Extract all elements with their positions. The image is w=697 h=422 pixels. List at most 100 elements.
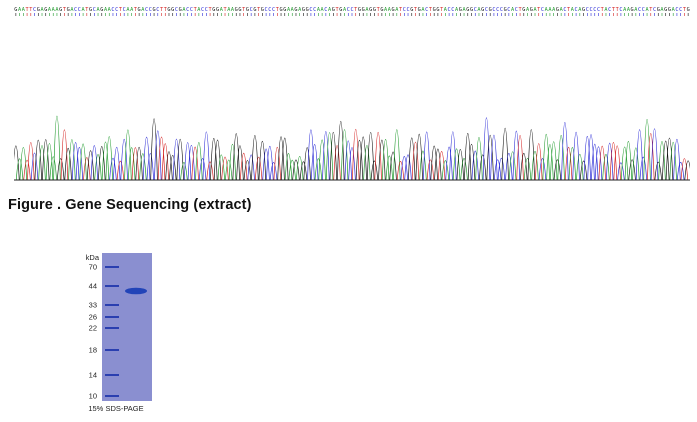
base-call-letter: T [414,7,417,13]
base-call-letter: C [679,7,682,13]
base-call-letter: C [350,7,353,13]
trace-peak [49,156,57,181]
base-call-letter: T [354,7,357,13]
base-call-letter: A [645,7,649,13]
base-call-letter: G [466,7,469,13]
trace-peak [389,151,397,181]
trace-peak [56,158,65,181]
trace-peak [34,140,42,181]
gel-marker-label: 18 [89,346,97,355]
trace-peak [187,144,196,181]
trace-peak [284,153,293,181]
base-call-letter: G [380,7,383,13]
trace-peak [191,146,199,181]
trace-peak [206,161,214,181]
base-call-letter: A [55,7,59,13]
trace-peak [415,133,423,181]
trace-peak [53,115,61,181]
trace-peak [363,145,371,181]
base-call-letter: A [40,7,44,13]
base-call-letter: G [410,7,413,13]
trace-peak [105,136,113,181]
base-call-letter: C [448,7,451,13]
trace-peak [23,159,31,181]
trace-peak [613,145,621,181]
base-call-letter: G [358,7,361,13]
trace-peak [400,156,408,181]
trace-peak [109,157,117,181]
base-call-letter: C [145,7,148,13]
trace-peak [27,142,35,181]
trace-peak [288,159,296,181]
trace-peak [154,130,162,181]
base-call-letter: C [496,7,499,13]
trace-peak [632,147,640,181]
base-call-letter: A [287,7,291,13]
trace-peak [213,139,222,181]
trace-peak [456,148,465,181]
base-call-letter: C [111,7,114,13]
base-call-letter: A [533,7,537,13]
base-call-letter: C [201,7,204,13]
trace-peak [210,138,218,181]
trace-peak [662,140,670,181]
gel-marker-label: 44 [89,282,97,291]
base-call-letter: G [631,7,634,13]
trace-peak [325,132,334,181]
base-call-letter: C [403,7,406,13]
trace-peak [535,143,543,181]
trace-peak [139,153,147,181]
base-call-letter: T [683,7,686,13]
base-call-letter: C [309,7,312,13]
base-call-letter: G [283,7,286,13]
base-call-letter: A [298,7,302,13]
base-call-letter: T [537,7,540,13]
trace-peak [225,159,233,181]
trace-peak [299,161,308,181]
trace-peak [127,147,136,181]
base-call-letter: A [511,7,515,13]
trace-peak [385,155,394,181]
trace-peak [254,156,263,181]
trace-peak [98,146,106,181]
base-call-letter: G [470,7,473,13]
base-call-letter: G [14,7,17,13]
base-call-letter: A [22,7,26,13]
trace-peak [523,157,532,181]
base-call-letter: A [104,7,108,13]
base-call-letter: T [399,7,402,13]
trace-peak [370,160,379,181]
base-call-letter: C [74,7,77,13]
base-call-letter: A [421,7,425,13]
base-call-letter: G [235,7,238,13]
gel-marker-labels: 70 44 33 26 22 18 14 10 [89,263,97,401]
base-call-letter: T [601,7,604,13]
trace-peak [441,160,450,181]
gel-ladder-band [105,327,119,329]
base-call-letter: C [156,7,159,13]
base-call-letter: A [548,7,552,13]
trace-peaks [14,115,690,181]
trace-peak [68,139,76,181]
trace-peak [620,146,629,181]
gel-marker-label: 10 [89,392,97,401]
base-call-letter: A [388,7,392,13]
trace-peak [348,147,356,181]
base-call-letter: C [474,7,477,13]
trace-peak [90,145,99,181]
trace-peak [676,161,685,181]
trace-peak [617,162,625,181]
base-call-letter: A [291,7,295,13]
trace-peak [404,154,412,181]
base-call-letter: A [623,7,627,13]
trace-peak [251,135,259,181]
gel-marker-label: 14 [89,371,97,380]
gel-footer-label: 15% SDS-PAGE [88,404,143,413]
base-call-letter: C [515,7,518,13]
trace-peak [542,133,550,181]
base-call-ticks [15,13,689,16]
base-call-letter: A [70,7,74,13]
base-call-letter: G [44,7,47,13]
base-call-letter: G [668,7,671,13]
